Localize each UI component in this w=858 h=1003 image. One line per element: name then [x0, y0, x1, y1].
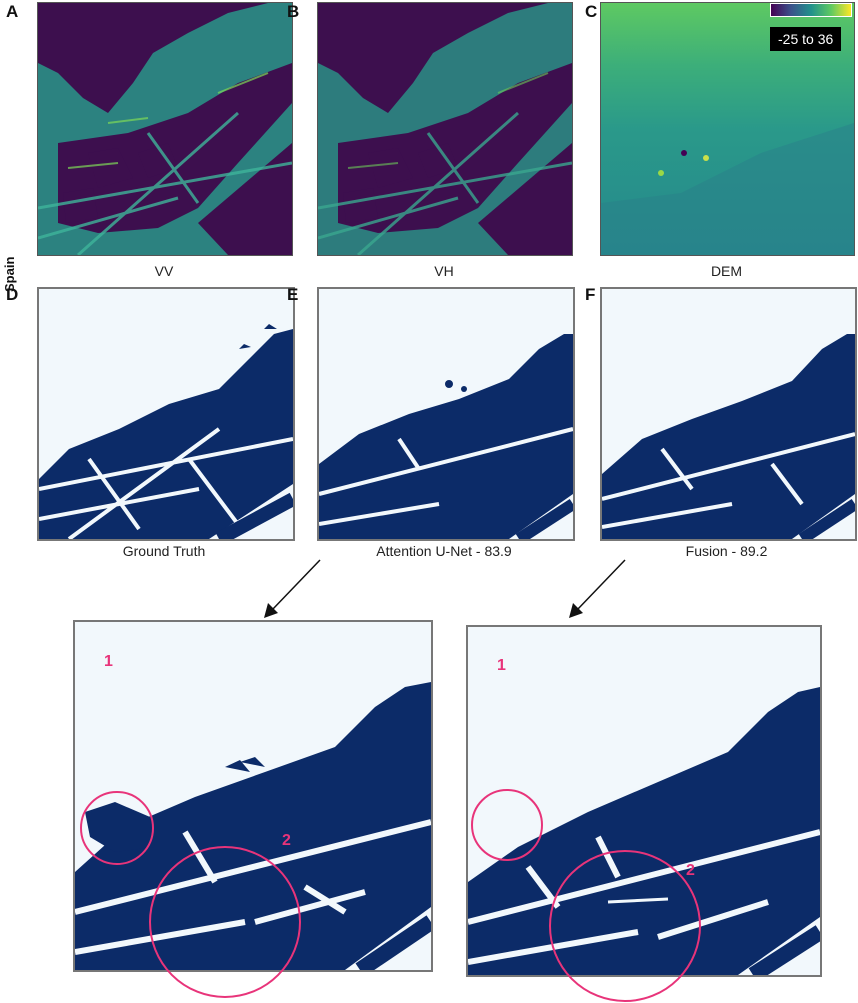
panel-letter-e: E — [287, 285, 299, 304]
panel-letter-d: D — [6, 285, 19, 304]
dem-image — [600, 2, 855, 256]
arrow-to-zoom-right — [569, 559, 626, 618]
vh-image — [317, 2, 573, 256]
zoom-right-marker-2: 2 — [686, 862, 695, 879]
ground-truth-image — [37, 287, 295, 541]
zoom-left-marker-2: 2 — [282, 832, 291, 849]
arrow-to-zoom-left — [264, 559, 321, 618]
fusion-image — [600, 287, 857, 541]
attention-unet-image — [317, 287, 575, 541]
zoom-fusion-image — [466, 625, 822, 977]
dem-colorbar-label: -25 to 36 — [770, 27, 842, 51]
dem-colorbar — [770, 3, 852, 17]
marker-circle-1 — [80, 791, 154, 865]
marker-circle-2 — [549, 850, 701, 1002]
zoom-left-annotations — [80, 791, 301, 998]
caption-ground-truth: Ground Truth — [122, 543, 206, 559]
marker-circle-1 — [471, 789, 543, 861]
vv-image — [37, 2, 293, 256]
caption-vv: VV — [154, 263, 174, 279]
zoom-right-marker-1: 1 — [497, 657, 506, 674]
caption-attention-unet: Attention U-Net - 83.9 — [376, 543, 512, 559]
zoom-right-annotations — [471, 789, 701, 1002]
caption-fusion: Fusion - 89.2 — [685, 543, 768, 559]
zoom-left-marker-1: 1 — [104, 653, 113, 670]
panel-letter-f: F — [585, 285, 596, 304]
zoom-attention-unet-image — [73, 620, 433, 972]
marker-circle-2 — [149, 846, 301, 998]
panel-letter-a: A — [6, 2, 19, 21]
caption-vh: VH — [434, 263, 454, 279]
panel-letter-b: B — [287, 2, 300, 21]
panel-letter-c: C — [585, 2, 598, 21]
caption-dem: DEM — [710, 263, 743, 279]
